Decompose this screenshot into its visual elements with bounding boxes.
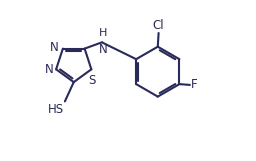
Text: N: N <box>99 43 108 56</box>
Text: Cl: Cl <box>153 19 164 32</box>
Text: N: N <box>50 41 59 54</box>
Text: S: S <box>89 74 96 87</box>
Text: F: F <box>191 78 198 91</box>
Text: H: H <box>99 28 107 38</box>
Text: N: N <box>45 63 53 76</box>
Text: HS: HS <box>48 103 64 116</box>
